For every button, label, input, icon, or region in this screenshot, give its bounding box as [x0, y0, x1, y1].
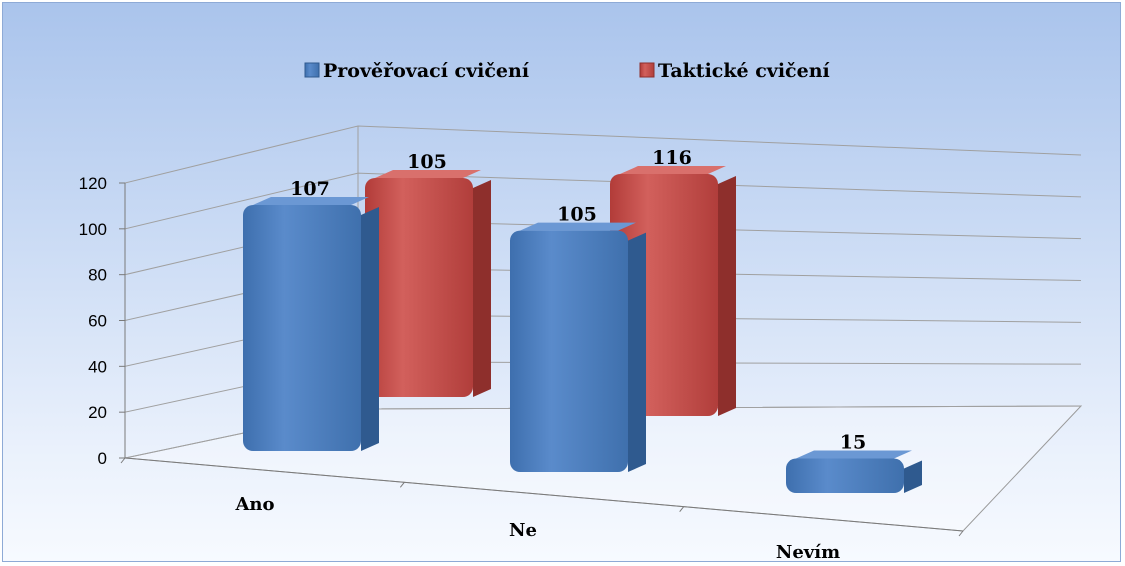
bars	[243, 166, 922, 493]
legend-swatch	[639, 62, 655, 78]
y-tick-label: 40	[88, 357, 107, 376]
x-tick-mark	[958, 530, 964, 537]
bar-front	[786, 458, 904, 493]
bar-side	[904, 460, 922, 493]
bar-side	[361, 207, 379, 451]
bar-front	[365, 178, 473, 397]
legend: Prověřovací cvičení Taktické cvičení	[304, 60, 831, 82]
bar-side	[718, 176, 736, 416]
bar-side	[473, 180, 491, 397]
bar-front	[510, 230, 628, 472]
labels: 0 20 40 60 80 100 120 Ano Ne Nevím 105 116 107 105 15	[79, 147, 867, 562]
y-tick-label: 80	[88, 266, 107, 285]
category-label: Ano	[234, 494, 274, 515]
legend-label: Taktické cvičení	[658, 60, 831, 82]
x-axis	[124, 457, 964, 532]
x-tick-mark	[679, 506, 685, 512]
data-label: 15	[840, 432, 866, 454]
y-tick-label: 100	[79, 220, 107, 239]
data-label: 105	[407, 151, 447, 173]
data-label: 116	[652, 147, 692, 169]
bar-top	[375, 170, 481, 178]
data-label: 107	[290, 178, 330, 200]
legend-swatch	[304, 62, 320, 78]
x-tick-mark	[120, 457, 126, 464]
bar-top	[620, 166, 726, 175]
bar-top	[520, 222, 636, 231]
data-label: 105	[557, 204, 597, 226]
bar-top	[253, 197, 369, 205]
x-tick-mark	[399, 482, 405, 488]
y-tick-label: 20	[88, 403, 107, 422]
category-label: Ne	[509, 520, 537, 541]
bar-top	[796, 450, 912, 459]
y-tick-label: 60	[88, 312, 107, 331]
category-label: Nevím	[776, 542, 840, 562]
legend-label: Prověřovací cvičení	[323, 60, 530, 82]
bar-side	[628, 232, 646, 472]
y-tick-label: 120	[79, 174, 107, 193]
bar-front	[243, 205, 361, 451]
gridline	[124, 125, 1082, 184]
y-tick-label: 0	[98, 449, 107, 468]
